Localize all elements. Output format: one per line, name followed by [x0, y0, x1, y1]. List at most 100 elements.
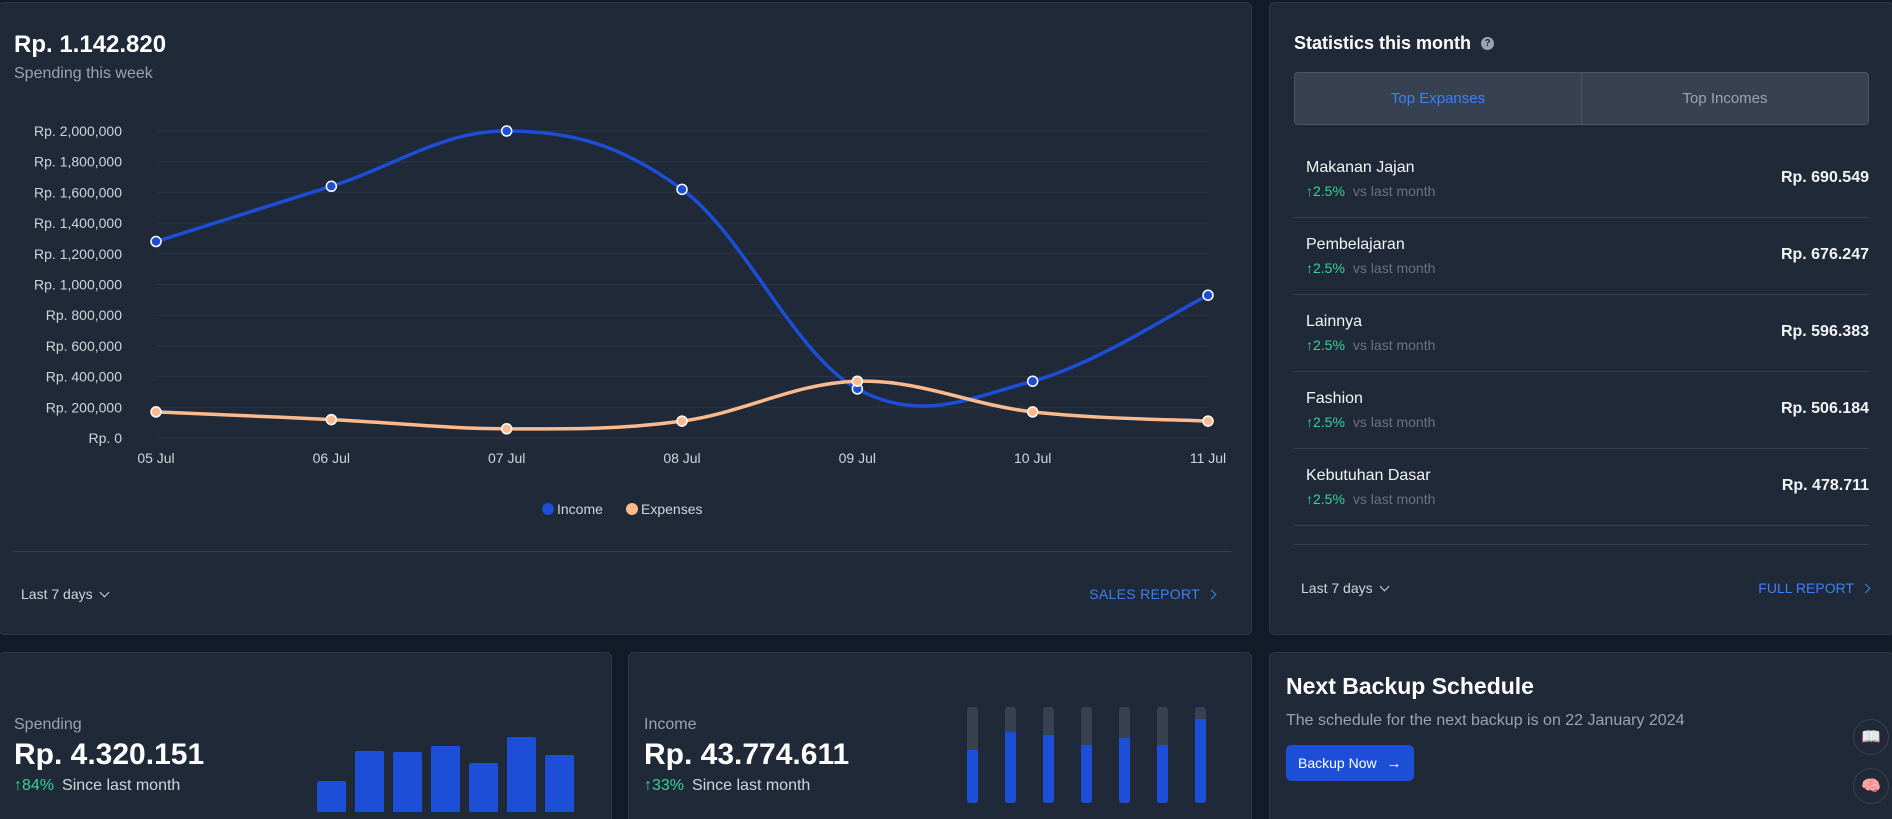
stat-name: Pembelajaran: [1306, 236, 1405, 253]
x-tick-label: 10 Jul: [1014, 450, 1051, 466]
income-bar-fill: [967, 750, 978, 803]
data-point-income: [1202, 289, 1214, 301]
income-bar-track: [967, 707, 978, 803]
stat-change: ↑2.5% vs last month: [1306, 491, 1435, 507]
y-tick-label: Rp. 0: [89, 430, 123, 446]
x-tick-label: 09 Jul: [839, 450, 876, 466]
series-line-income: [155, 129, 1209, 408]
income-bar-track: [1081, 707, 1092, 803]
spending-card: Spending Rp. 4.320.151 ↑84% Since last m…: [0, 652, 612, 819]
y-tick-label: Rp. 600,000: [46, 338, 122, 354]
y-tick-label: Rp. 400,000: [46, 369, 122, 385]
income-change-value: ↑33%: [644, 777, 685, 794]
statistics-list: Makanan Jajan ↑2.5% vs last month Rp. 690.5…: [1294, 141, 1869, 526]
stat-row[interactable]: Makanan Jajan ↑2.5% vs last month Rp. 690.5…: [1294, 141, 1869, 218]
y-tick-label: Rp. 1,800,000: [34, 154, 122, 170]
question-circle-icon[interactable]: ?: [1481, 37, 1495, 50]
spending-bar: [355, 750, 384, 812]
income-bar-fill: [1195, 719, 1206, 803]
spending-bar: [393, 751, 422, 812]
stat-change: ↑2.5% vs last month: [1306, 260, 1435, 276]
legend-marker-expenses: [626, 503, 638, 515]
stat-amount: Rp. 506.184: [1780, 400, 1869, 417]
tab-top-expanses[interactable]: Top Expanses: [1295, 73, 1582, 124]
stat-name: Fashion: [1306, 390, 1363, 407]
income-bar-fill: [1005, 731, 1016, 803]
data-point-income: [325, 180, 338, 193]
book-open-icon[interactable]: 📖: [1853, 719, 1889, 755]
y-tick-label: Rp. 200,000: [46, 399, 122, 415]
data-point-expenses: [1026, 406, 1039, 418]
y-tick-label: Rp. 1,600,000: [34, 184, 122, 200]
stat-change: ↑2.5% vs last month: [1306, 414, 1435, 430]
income-bar-fill: [1043, 734, 1054, 803]
stat-vs-label: vs last month: [1352, 183, 1436, 199]
income-bar-track: [1119, 707, 1130, 803]
sales-report-link[interactable]: SALES REPORT: [1089, 586, 1217, 602]
statistics-card: Statistics this month ? Top Expanses Top…: [1269, 2, 1892, 635]
spending-bar: [507, 737, 536, 812]
stats-range-dropdown[interactable]: Last 7 days: [1301, 580, 1390, 596]
weekly-spending-card: Rp. 1.142.820 Spending this week Rp. 2,0…: [0, 2, 1252, 635]
brain-icon[interactable]: 🧠: [1853, 768, 1889, 804]
data-point-income: [1026, 375, 1039, 387]
x-tick-label: 08 Jul: [663, 450, 700, 466]
income-expenses-chart: Rp. 2,000,000 Rp. 1,800,000 Rp. 1,600,000 R…: [34, 123, 1226, 517]
stat-name: Kebutuhan Dasar: [1306, 467, 1431, 484]
income-bar-track: [1043, 707, 1054, 803]
chevron-right-icon: [1206, 589, 1217, 599]
spending-change-value: ↑84%: [14, 777, 55, 794]
spending-since: Since last month: [62, 777, 181, 794]
backup-description: The schedule for the next backup is on 2…: [1286, 712, 1685, 729]
legend-marker-income: [542, 503, 554, 515]
stat-amount: Rp. 478.711: [1781, 477, 1869, 494]
data-point-expenses: [676, 415, 688, 427]
stat-row[interactable]: Fashion ↑2.5% vs last month Rp. 506.184: [1294, 372, 1869, 449]
full-report-link[interactable]: FULL REPORT: [1758, 580, 1871, 596]
chevron-right-icon: [1860, 583, 1871, 593]
stat-change: ↑2.5% vs last month: [1306, 183, 1435, 199]
income-bar-track: [1195, 707, 1206, 803]
income-card: Income Rp. 43.774.611 ↑33% Since last mo…: [628, 652, 1252, 819]
x-tick-label: 06 Jul: [313, 450, 350, 466]
income-bar-fill: [1157, 745, 1168, 803]
range-dropdown[interactable]: Last 7 days: [21, 586, 110, 602]
stat-vs-label: vs last month: [1352, 260, 1436, 276]
data-point-expenses: [150, 406, 162, 418]
stat-change-value: ↑2.5%: [1306, 260, 1345, 276]
arrow-right-icon: →: [1386, 754, 1402, 772]
data-point-income: [676, 183, 688, 196]
stat-change: ↑2.5% vs last month: [1306, 337, 1435, 353]
tab-top-incomes[interactable]: Top Incomes: [1682, 90, 1768, 107]
stat-amount: Rp. 676.247: [1780, 246, 1869, 263]
stat-row[interactable]: Lainnya ↑2.5% vs last month Rp. 596.383: [1294, 295, 1869, 372]
stat-change-value: ↑2.5%: [1306, 491, 1345, 507]
income-change: ↑33% Since last month: [644, 777, 810, 795]
x-tick-label: 07 Jul: [488, 450, 525, 466]
stat-row[interactable]: Kebutuhan Dasar ↑2.5% vs last month Rp. 478…: [1294, 449, 1869, 526]
spending-bar: [317, 780, 346, 812]
y-tick-label: Rp. 1,200,000: [34, 246, 122, 262]
stat-row[interactable]: Pembelajaran ↑2.5% vs last month Rp. 676.24…: [1294, 218, 1869, 295]
stat-vs-label: vs last month: [1352, 337, 1436, 353]
income-amount: Rp. 43.774.611: [644, 738, 850, 771]
stat-change-value: ↑2.5%: [1306, 337, 1345, 353]
spending-bar: [431, 746, 460, 812]
stat-change-value: ↑2.5%: [1306, 183, 1345, 199]
spending-bar: [545, 755, 574, 812]
spending-amount: Rp. 4.320.151: [14, 738, 205, 771]
full-report-label: FULL REPORT: [1758, 580, 1854, 596]
y-tick-label: Rp. 1,400,000: [34, 215, 122, 231]
weekly-spending-subtitle: Spending this week: [14, 65, 153, 82]
data-point-expenses: [500, 423, 513, 435]
stat-vs-label: vs last month: [1352, 491, 1436, 507]
statistics-title: Statistics this month ?: [1294, 33, 1495, 54]
x-tick-label: 11 Jul: [1190, 450, 1226, 466]
income-since: Since last month: [692, 777, 811, 794]
data-point-expenses: [325, 413, 338, 426]
stat-vs-label: vs last month: [1352, 414, 1436, 430]
backup-now-button[interactable]: Backup Now →: [1286, 745, 1414, 781]
statistics-title-text: Statistics this month: [1294, 33, 1472, 53]
spending-label: Spending: [14, 716, 82, 733]
stats-range-label: Last 7 days: [1301, 580, 1373, 596]
